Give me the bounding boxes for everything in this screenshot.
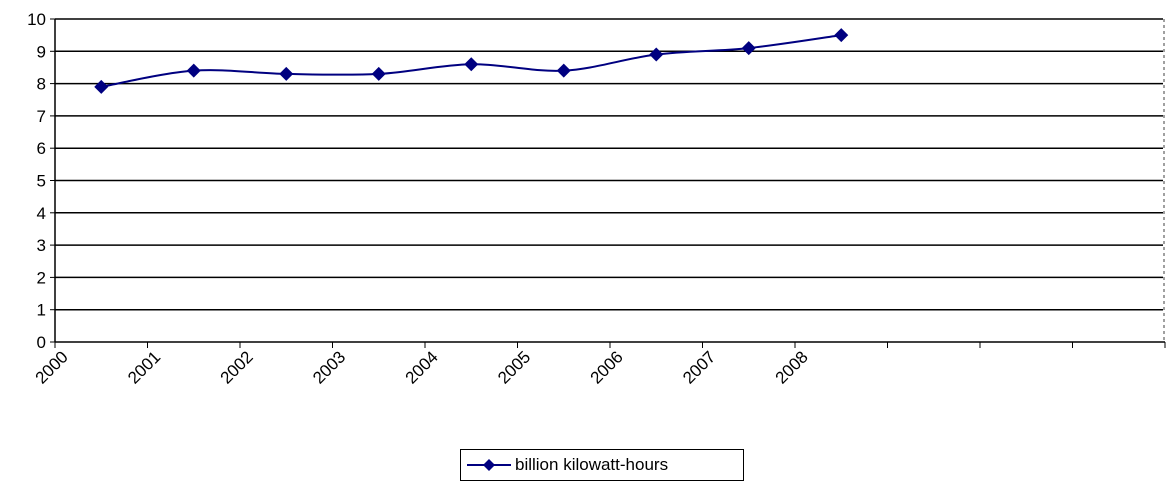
data-point-2001 [186,63,201,78]
data-point-2007 [741,41,756,56]
y-tick-label-9: 9 [37,42,46,61]
y-tick-label-4: 4 [37,204,46,223]
legend: billion kilowatt-hours [460,449,744,481]
y-tick-label-5: 5 [37,172,46,191]
data-point-2002 [279,66,294,81]
x-tick-label-2000: 2000 [32,347,72,387]
x-tick-label-2002: 2002 [217,347,257,387]
y-tick-label-0: 0 [37,333,46,352]
y-tick-label-8: 8 [37,75,46,94]
data-point-2003 [371,66,386,81]
data-point-2005 [556,63,571,78]
legend-series-marker-icon [467,459,511,471]
grid-lines [55,18,1163,311]
x-tick-label-2008: 2008 [772,347,812,387]
y-tick-label-7: 7 [37,107,46,126]
y-tick-label-1: 1 [37,301,46,320]
x-tick-label-2006: 2006 [587,347,627,387]
x-tick-label-2007: 2007 [679,347,719,387]
x-tick-label-2003: 2003 [309,347,349,387]
y-tick-label-10: 10 [27,10,46,29]
data-point-2008 [834,28,849,43]
legend-label: billion kilowatt-hours [515,455,669,474]
data-point-2000 [94,79,109,94]
y-tick-labels: 0 1 2 3 4 5 6 7 8 9 10 [27,10,46,352]
y-tick-label-2: 2 [37,268,46,287]
series-billion-kilowatt-hours [94,28,849,94]
axes [50,18,1166,348]
y-tick-label-6: 6 [37,139,46,158]
x-tick-label-2001: 2001 [124,347,164,387]
x-tick-label-2004: 2004 [402,347,442,387]
data-point-2004 [464,57,479,72]
data-point-2006 [649,47,664,62]
y-tick-label-3: 3 [37,236,46,255]
x-tick-label-2005: 2005 [494,347,534,387]
x-tick-labels: 2000 2001 2002 2003 2004 2005 2006 2007 2008 [32,347,812,387]
